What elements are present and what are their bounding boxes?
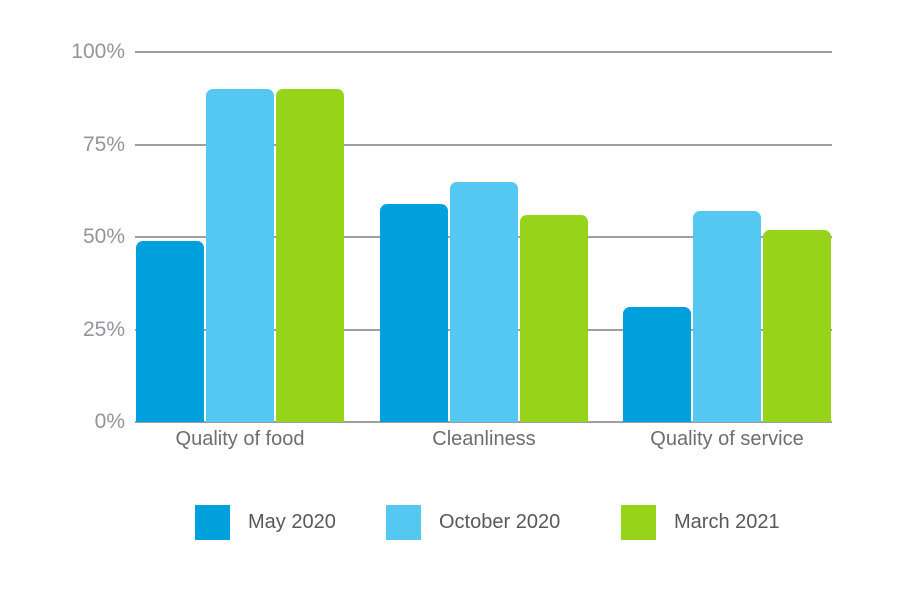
bar [136,240,204,422]
y-tick-label: 25% [82,317,125,341]
bar [693,211,761,422]
bar [450,181,518,422]
gridline-0 [135,421,832,423]
gridline-75 [135,143,832,146]
legend-item: March 2021 [621,505,780,540]
bar [763,229,831,422]
legend-swatch-icon [621,505,656,540]
y-tick-label: 0% [94,410,125,433]
bar [206,89,274,422]
legend-item: May 2020 [195,505,336,540]
legend-label: May 2020 [248,511,336,533]
gridline-100 [135,51,832,53]
category-label: Cleanliness [432,428,536,450]
y-tick-label: 100% [71,40,125,63]
bar [380,203,448,422]
bar [623,307,691,422]
category-label: Quality of service [650,428,804,450]
category-label: Quality of food [175,428,305,450]
legend-label: October 2020 [439,511,561,533]
y-tick-label: 75% [82,132,125,156]
legend-swatch-icon [386,505,421,540]
legend-item: October 2020 [386,505,560,540]
y-tick-label: 50% [82,225,125,248]
legend-label: March 2021 [674,511,780,533]
legend-swatch-icon [195,505,230,540]
bar [276,89,344,422]
bar [520,214,588,422]
